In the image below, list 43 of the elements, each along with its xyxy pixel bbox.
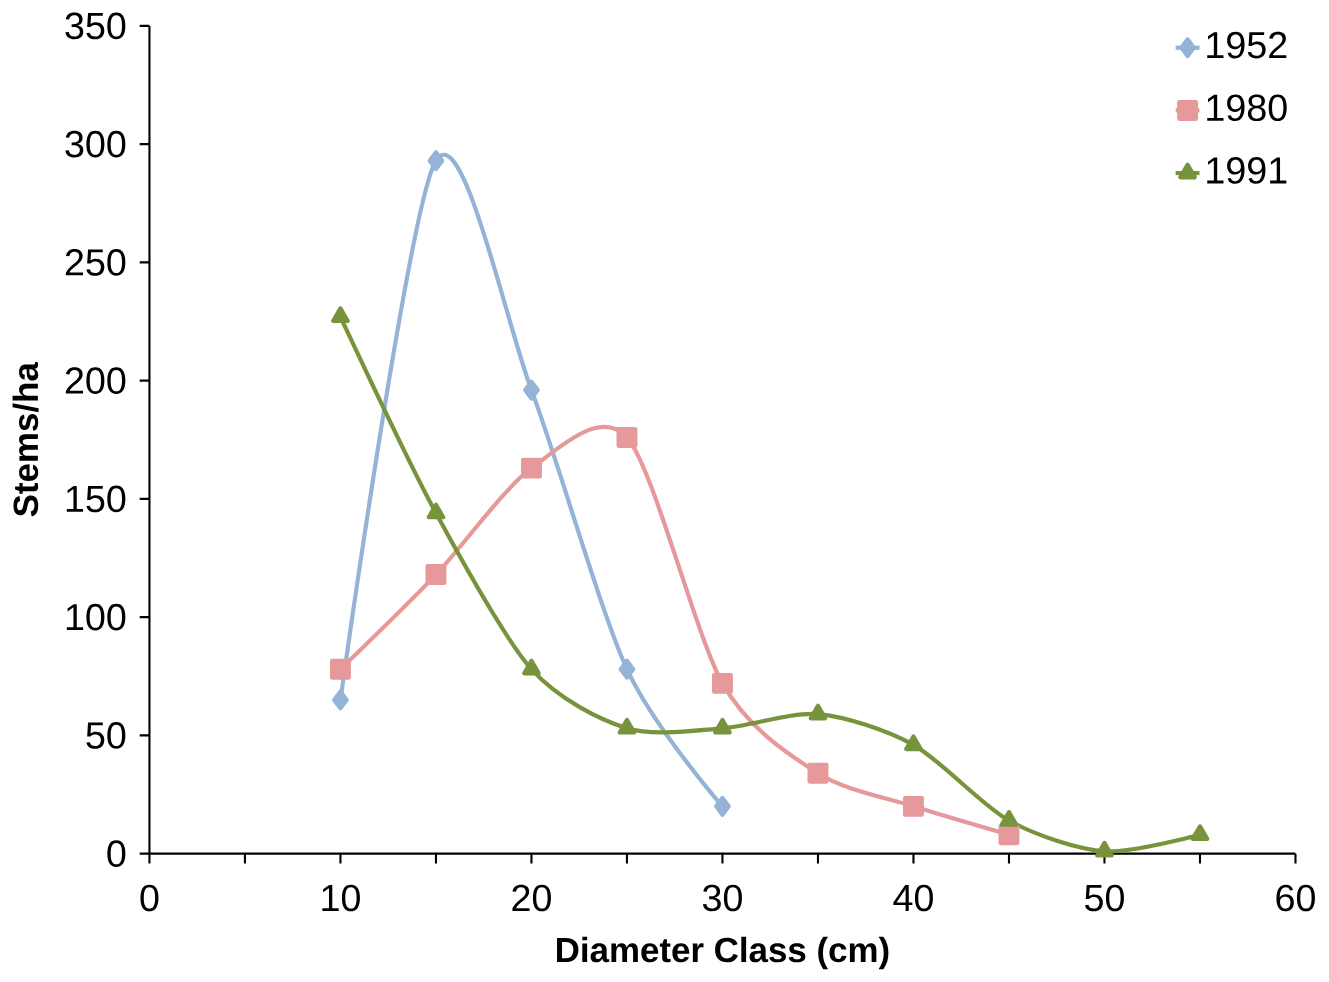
point — [331, 306, 350, 324]
point — [808, 703, 828, 721]
x-tick-label: 60 — [1276, 884, 1315, 912]
y-axis-title: Stems/ha — [12, 362, 39, 517]
point — [807, 762, 829, 784]
y-tick-label: 300 — [65, 130, 126, 158]
y-tick-label: 50 — [86, 722, 126, 749]
point — [329, 658, 351, 680]
y-tick-label: 0 — [107, 840, 126, 868]
point — [902, 795, 924, 817]
x-tick-label: 30 — [702, 884, 742, 912]
point — [999, 810, 1019, 827]
point — [713, 717, 732, 735]
x-tick-label: 0 — [140, 884, 159, 912]
point — [711, 672, 733, 694]
legend-label: 1952 — [1207, 31, 1287, 59]
point — [426, 502, 446, 520]
point — [904, 734, 923, 752]
point — [425, 564, 447, 586]
x-tick-label: 10 — [322, 884, 360, 912]
y-tick-label: 100 — [66, 603, 126, 631]
point — [617, 717, 637, 735]
x-tick-label: 20 — [512, 884, 551, 912]
point — [520, 457, 542, 479]
y-tick-label: 200 — [65, 367, 126, 395]
y-tick-label: 150 — [66, 485, 126, 513]
x-axis-title: Diameter Class (cm) — [557, 936, 889, 970]
legend-label: 1991 — [1207, 157, 1287, 184]
point — [618, 658, 636, 680]
y-tick-label: 250 — [65, 249, 126, 276]
x-tick-label: 50 — [1085, 884, 1124, 912]
x-tick-label: 40 — [893, 884, 933, 912]
legend-label: 1980 — [1207, 94, 1287, 122]
point — [523, 379, 540, 401]
y-tick-label: 350 — [65, 12, 126, 40]
point — [714, 795, 731, 817]
point — [427, 150, 445, 172]
point — [1095, 840, 1114, 858]
point — [616, 427, 638, 448]
point — [1190, 824, 1210, 842]
point — [332, 689, 349, 711]
point — [998, 824, 1020, 846]
point — [522, 658, 541, 676]
